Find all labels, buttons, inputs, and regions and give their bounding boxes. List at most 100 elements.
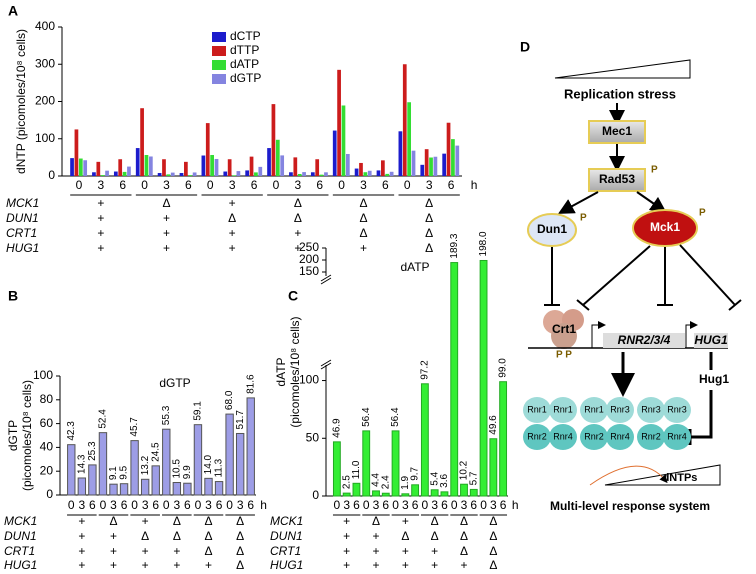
- phospho: P: [651, 165, 658, 176]
- value-label: 2.5: [341, 475, 352, 489]
- bar: [77, 477, 87, 496]
- inhibit: [576, 245, 651, 311]
- x-tick-label: 3: [205, 498, 212, 512]
- value-label: 52.4: [98, 409, 109, 429]
- x-tick-label: 3: [142, 498, 149, 512]
- bar: [446, 122, 451, 176]
- gene-box: [694, 333, 728, 348]
- bar: [204, 477, 213, 496]
- genotype-cell: +: [402, 544, 409, 558]
- bar: [289, 172, 293, 176]
- x-tick-label: 0: [163, 498, 170, 512]
- inhibit: [679, 244, 742, 311]
- phospho: P: [580, 213, 587, 224]
- curve-arrow: [589, 465, 668, 486]
- promoter: [591, 321, 606, 348]
- bar: [442, 153, 447, 176]
- genotype-cell: +: [110, 544, 117, 558]
- legend-label: dGTP: [230, 71, 261, 85]
- stress: Replication stress: [564, 86, 676, 101]
- genotype-cell: +: [343, 558, 350, 572]
- bar: [469, 488, 478, 497]
- bar: [398, 131, 403, 176]
- bar: [429, 157, 433, 176]
- bar: [201, 155, 206, 176]
- genotype-label: CRT1: [270, 544, 301, 558]
- value-label: 11.0: [351, 460, 362, 479]
- x-tick-label: 6: [152, 498, 159, 512]
- diagram: D Replication stress Mec1 Rad53 P Dun1 P…: [520, 39, 742, 513]
- genotype-label: DUN1: [4, 529, 37, 543]
- bar: [210, 154, 214, 176]
- y-tick-label: 100: [35, 131, 55, 145]
- x-tick-label: 6: [185, 178, 192, 192]
- rnr-label: Rnr2: [641, 431, 661, 441]
- genotype-label: HUG1: [4, 558, 37, 572]
- legend-label: dTTP: [230, 43, 259, 57]
- bar: [258, 166, 263, 176]
- bar: [401, 493, 410, 497]
- bar: [411, 484, 420, 497]
- genotype-cell: +: [163, 241, 170, 255]
- genotype-label: CRT1: [4, 544, 35, 558]
- genotype-cell: +: [229, 226, 236, 240]
- bar: [193, 424, 203, 496]
- bar: [157, 173, 162, 176]
- x-tick-label: 6: [470, 498, 477, 512]
- y-tick-label: 100: [33, 368, 53, 382]
- bar: [489, 438, 498, 497]
- bar: [214, 158, 219, 176]
- genotype-cell: +: [343, 514, 350, 528]
- rad53-box: [588, 168, 646, 192]
- genotype-cell: Δ: [489, 544, 497, 558]
- bar: [362, 430, 371, 497]
- bar: [381, 160, 385, 176]
- genotype-cell: +: [78, 544, 85, 558]
- mec1-box: [588, 120, 646, 144]
- bar: [280, 155, 285, 176]
- y-tick-label: 250: [299, 240, 319, 254]
- rnr-label: Rnr3: [641, 404, 661, 414]
- chart-title: dGTP: [159, 376, 190, 390]
- y-tick-label: 40: [40, 440, 54, 454]
- promoter: [685, 321, 698, 348]
- bar: [236, 171, 241, 176]
- x-tick-label: 0: [207, 178, 214, 192]
- y-tick-label: 150: [299, 264, 319, 278]
- value-label: 9.7: [410, 466, 421, 480]
- genotype-cell: Δ: [228, 211, 236, 225]
- bar: [363, 172, 368, 176]
- bar: [391, 430, 400, 497]
- bar: [105, 170, 109, 176]
- genotype-cell: +: [97, 241, 104, 255]
- genotype-cell: Δ: [141, 529, 149, 543]
- y-tick-label: 80: [40, 392, 54, 406]
- value-label: 42.3: [66, 421, 77, 441]
- genotype-cell: +: [78, 558, 85, 572]
- genotype-cell: Δ: [425, 211, 433, 225]
- x-tick-label: 0: [334, 498, 341, 512]
- x-tick-label: 6: [382, 178, 389, 192]
- bar: [166, 174, 171, 176]
- genotype-cell: +: [97, 196, 104, 210]
- genotype-cell: +: [372, 529, 379, 543]
- bar: [310, 172, 315, 176]
- value-label: 45.7: [129, 417, 140, 437]
- legend-swatch: [212, 60, 226, 70]
- bar: [352, 482, 361, 497]
- genotype-cell: Δ: [294, 211, 302, 225]
- value-label: 25.3: [87, 441, 98, 461]
- rnr-label: Rnr1: [553, 404, 573, 414]
- bar: [140, 478, 150, 496]
- value-label: 97.2: [420, 360, 431, 380]
- value-label: 9.9: [182, 465, 193, 479]
- panel-label: C: [288, 288, 298, 304]
- x-tick-label: 3: [461, 498, 468, 512]
- value-label: 198.0: [478, 231, 489, 256]
- genotype-cell: Δ: [236, 514, 244, 528]
- genotype-cell: Δ: [236, 529, 244, 543]
- rnr-label: Rnr3: [667, 404, 687, 414]
- x-tick-label: 3: [431, 498, 438, 512]
